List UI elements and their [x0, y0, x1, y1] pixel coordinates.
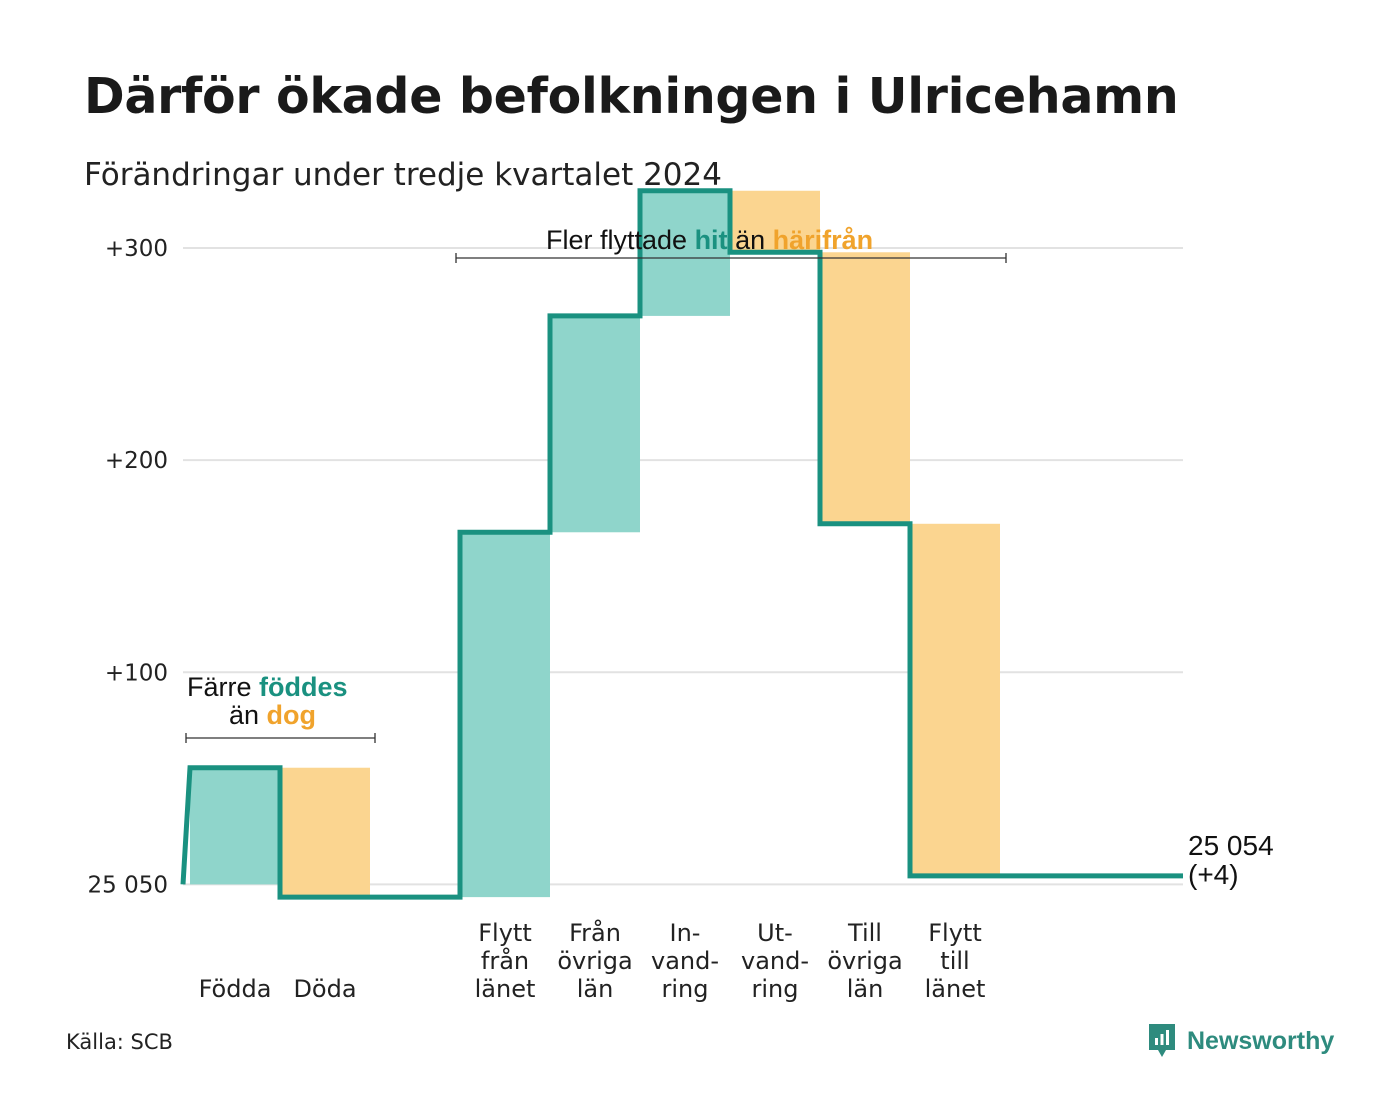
- x-category-label: länet: [925, 975, 986, 1003]
- x-category-label: Flytt: [478, 919, 532, 947]
- x-category-label: från: [481, 946, 529, 975]
- x-category-label: Födda: [199, 975, 272, 1003]
- brand-logo: Newsworthy: [1147, 1022, 1334, 1060]
- chart-title: Därför ökade befolkningen i Ulricehamn: [84, 68, 1179, 125]
- end-value-label: 25 054 (+4): [1188, 830, 1274, 890]
- end-change: (+4): [1188, 859, 1239, 890]
- bars: [190, 190, 1000, 898]
- source-label: Källa: SCB: [66, 1030, 173, 1054]
- newsworthy-logo-icon: [1149, 1024, 1175, 1057]
- x-category-label: Döda: [293, 975, 356, 1003]
- x-category-label: Ut-: [757, 919, 793, 947]
- x-category-label: ring: [662, 975, 709, 1003]
- y-tick-label: 25 050: [88, 872, 168, 898]
- y-tick-label: +300: [105, 236, 168, 262]
- bar-decrease: [820, 252, 910, 524]
- x-category-label: ring: [752, 975, 799, 1003]
- y-tick-label: +200: [105, 448, 168, 474]
- waterfall-chart: 25 050+100+200+300 Födda DödaFlyttfrånlän…: [88, 188, 1274, 1003]
- bar-increase: [640, 190, 730, 316]
- brand-name: Newsworthy: [1187, 1026, 1335, 1055]
- x-category-label: län: [847, 975, 884, 1003]
- x-category-label: vand-: [651, 947, 719, 975]
- bar-decrease: [910, 523, 1000, 876]
- step-line: [180, 188, 1183, 900]
- x-category-label: vand-: [741, 947, 809, 975]
- x-category-label: till: [940, 947, 969, 975]
- x-category-label: övriga: [827, 947, 902, 975]
- x-category-label: Från: [569, 918, 621, 947]
- births-annotation: Färre föddes än dog: [185, 672, 376, 743]
- dog-highlight: dog: [267, 700, 316, 730]
- bar-decrease: [280, 767, 370, 898]
- x-category-label: In-: [670, 919, 701, 947]
- y-tick-label: +100: [105, 660, 168, 686]
- end-value: 25 054: [1188, 830, 1274, 861]
- x-axis: Födda DödaFlyttfrånlänetFrånövrigalänIn-v…: [199, 918, 986, 1003]
- foddes-highlight: föddes: [259, 672, 348, 702]
- svg-text:Fler flyttade hit än härifrån: Fler flyttade hit än härifrån: [546, 225, 873, 255]
- bar-increase: [190, 767, 280, 885]
- x-category-label: länet: [475, 975, 536, 1003]
- hit-highlight: hit: [695, 225, 728, 255]
- x-category-label: Flytt: [928, 919, 982, 947]
- x-category-label: Till: [847, 919, 882, 947]
- y-axis: 25 050 +100 +200 +300: [88, 236, 168, 898]
- harifran-highlight: härifrån: [773, 225, 874, 255]
- moves-annotation: Fler flyttade hit än härifrån: [455, 225, 1007, 263]
- bar-increase: [550, 315, 640, 533]
- x-category-label: övriga: [557, 947, 632, 975]
- bar-increase: [460, 532, 550, 898]
- svg-text:Färre föddes: Färre föddes: [187, 672, 348, 702]
- chart-subtitle: Förändringar under tredje kvartalet 2024: [84, 157, 722, 193]
- svg-text:än dog: än dog: [229, 700, 316, 730]
- bar-decrease: [730, 190, 820, 253]
- x-category-label: län: [577, 975, 614, 1003]
- cumulative-step-line: [180, 188, 1183, 900]
